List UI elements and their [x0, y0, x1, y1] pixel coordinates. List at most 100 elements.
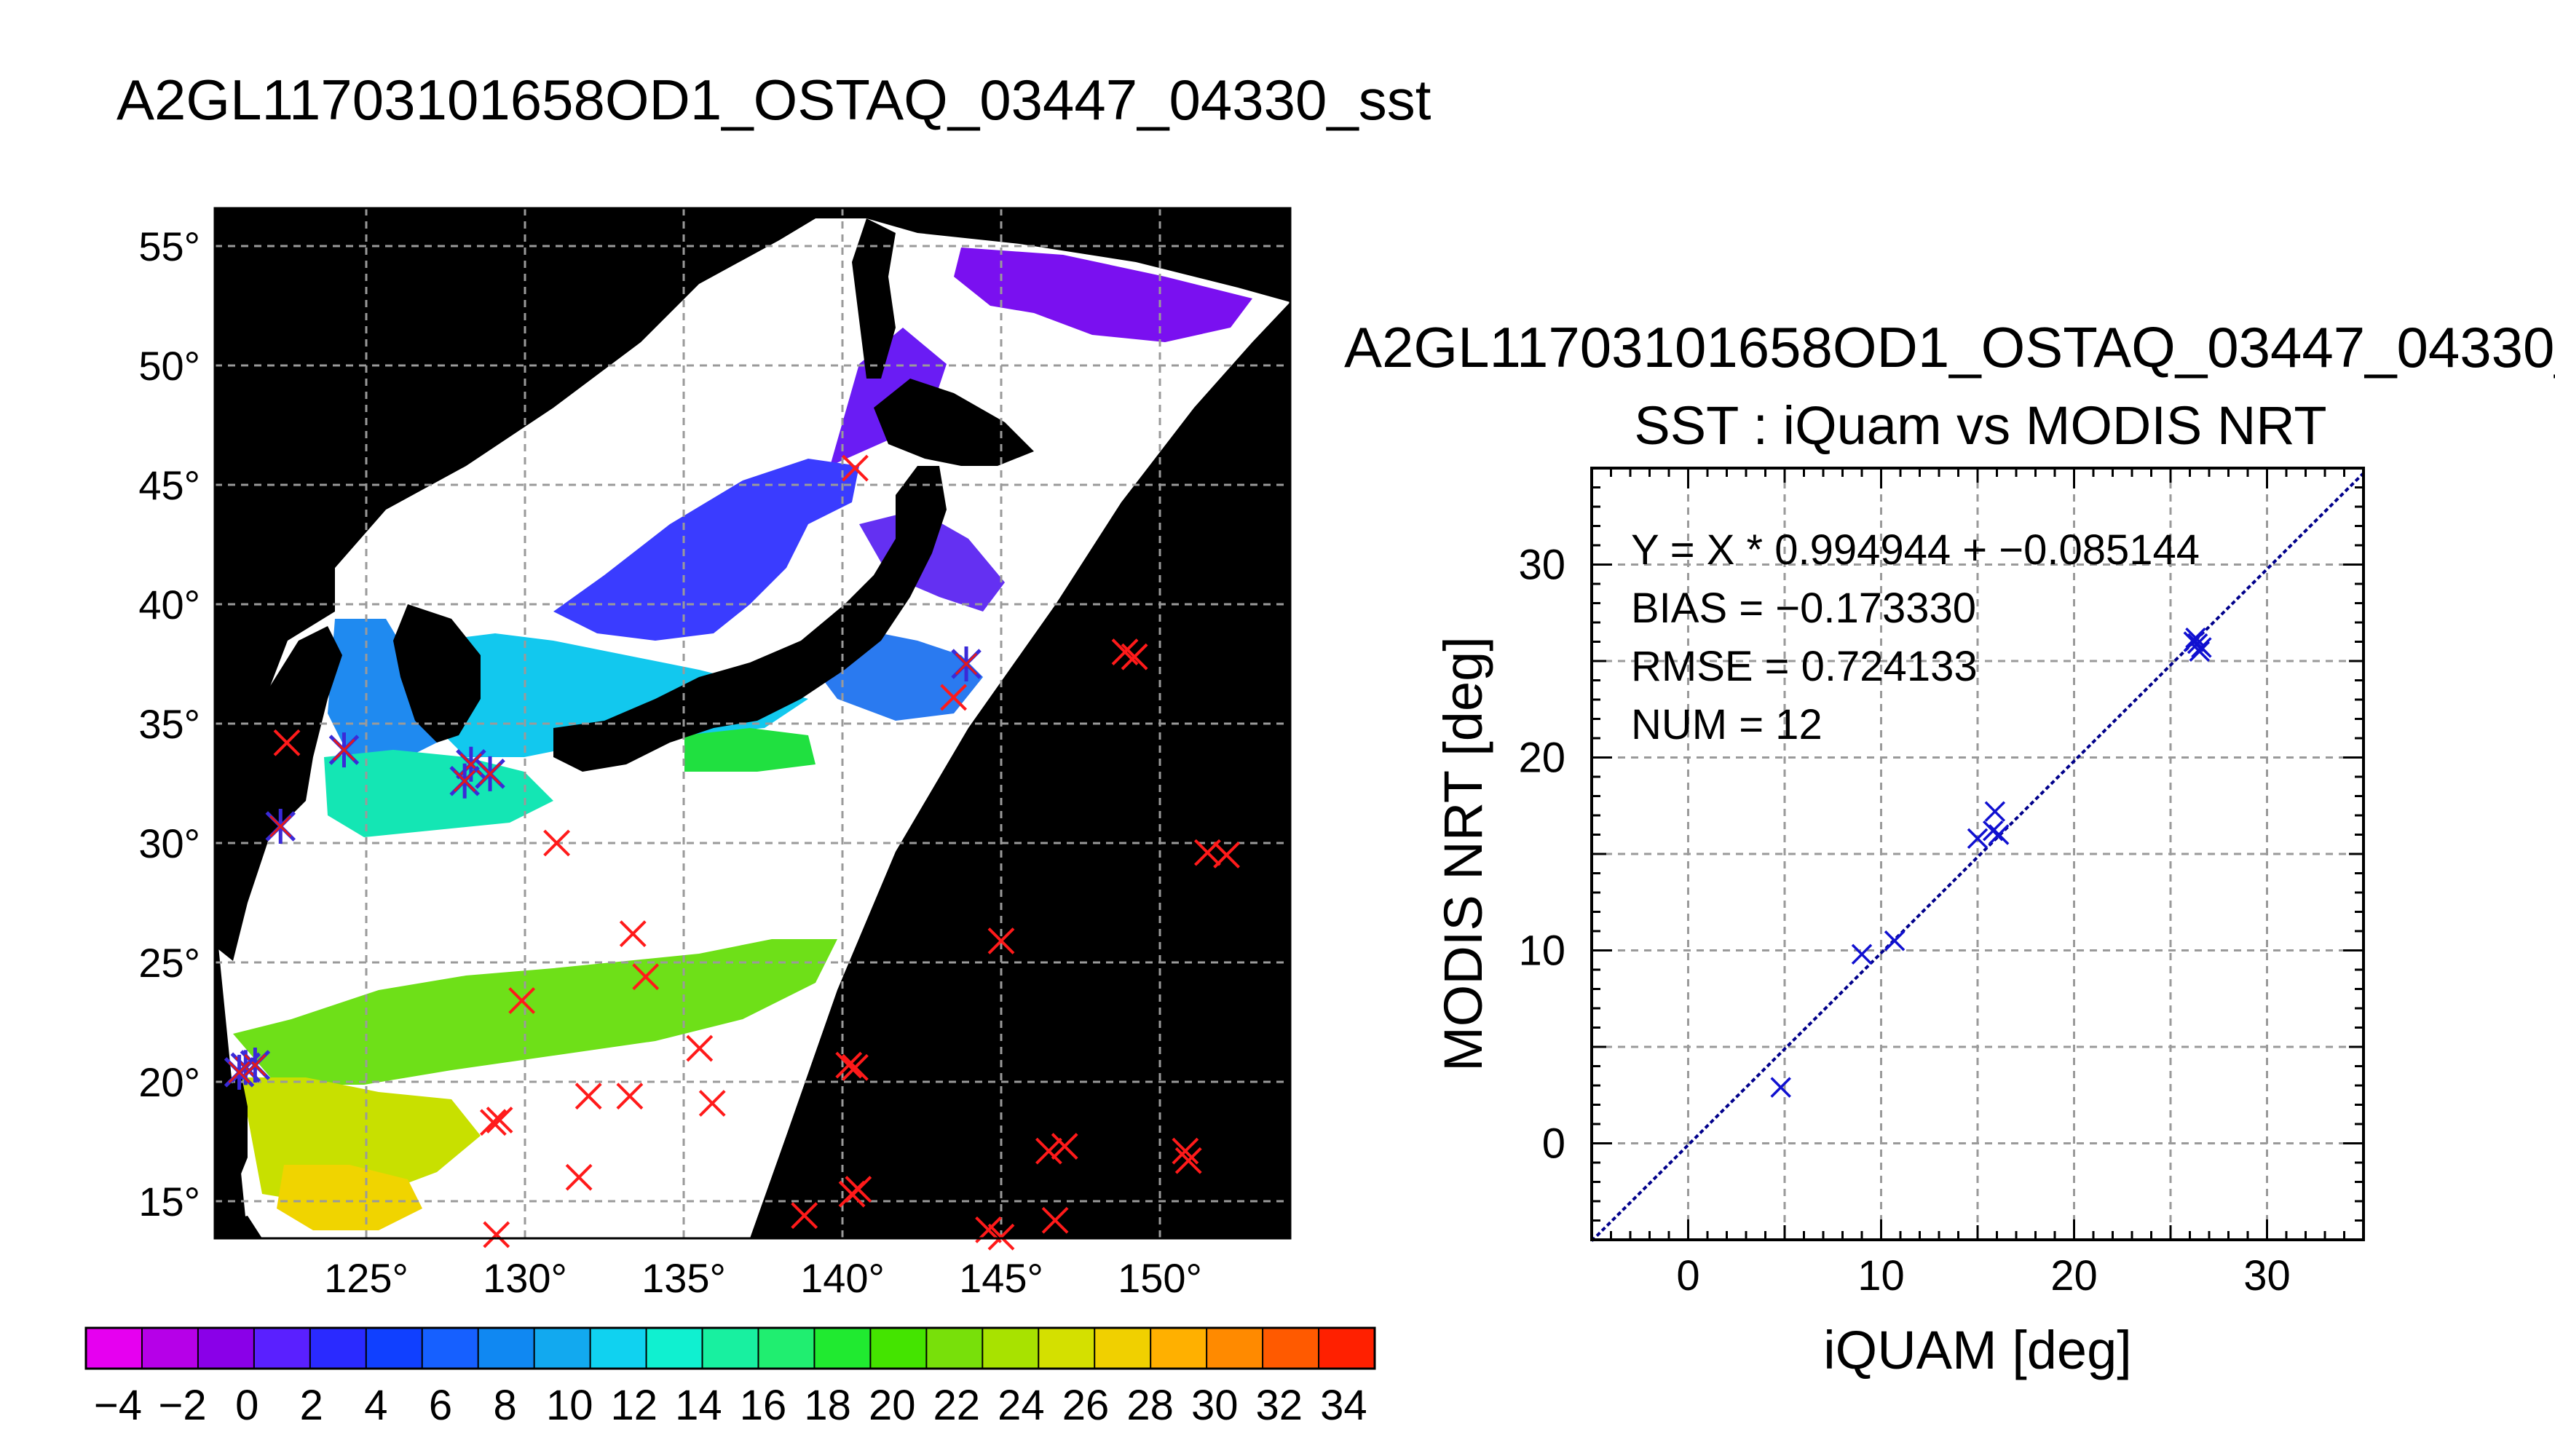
off-swath-east [750, 302, 1290, 1238]
colorbar-tick-label: 6 [429, 1382, 452, 1429]
lat-tick-label: 55° [138, 223, 200, 269]
iquam-match-marker [265, 809, 296, 844]
colorbar-swatch [589, 1327, 648, 1369]
iquam-marker-icon [845, 1176, 872, 1203]
colorbar-swatch [869, 1327, 928, 1369]
colorbar-swatch [757, 1327, 816, 1369]
map-title: A2GL11703101658OD1_OSTAQ_03447_04330_sst [117, 68, 1431, 132]
scatter-points [1770, 627, 2212, 1098]
iquam-marker-icon [1111, 638, 1139, 666]
iquam-marker-icon [842, 454, 869, 482]
colorbar-swatch [253, 1327, 312, 1369]
scatter-point-icon [1967, 828, 1989, 850]
scatter-point-icon [1884, 930, 1906, 951]
scatter-y-tick-label: 20 [1518, 735, 1565, 782]
colorbar-tick-label: −4 [94, 1382, 142, 1429]
iquam-marker-icon [1174, 1147, 1202, 1174]
fit-equation: Y = X * 0.994944 + −0.085144 [1631, 526, 2200, 574]
colorbar-tick-label: 16 [740, 1382, 787, 1429]
colorbar-tick-label: 10 [546, 1382, 593, 1429]
colorbar-swatch [197, 1327, 256, 1369]
colorbar-tick-label: 22 [933, 1382, 981, 1429]
land-japan-hokkaido [874, 379, 1034, 466]
scatter-point-icon [2185, 627, 2206, 649]
sst-field-teal-band [324, 750, 553, 837]
scatter-point-icon [2189, 641, 2210, 662]
colorbar-swatch [1318, 1327, 1376, 1369]
iquam-marker-icon [616, 1083, 644, 1110]
scatter-stats: Y = X * 0.994944 + −0.085144 BIAS = −0.1… [1631, 526, 2200, 748]
iquam-marker-icon [543, 829, 571, 857]
iquam-marker-icon [632, 963, 660, 991]
scatter-y-axis-label: MODIS NRT [deg] [1433, 636, 1493, 1072]
num-value: NUM = 12 [1631, 701, 1823, 748]
match-cross-red-icon [478, 762, 502, 785]
colorbar-swatch [421, 1327, 480, 1369]
scatter-x-tick-label: 0 [1676, 1252, 1699, 1299]
sst-colorbar: −4 −2 0 2 4 6 8 10 12 14 16 18 20 22 24 26 28 30 32 34 [84, 1326, 1376, 1429]
lat-tick-label: 40° [138, 582, 200, 628]
iquam-match-marker [449, 763, 480, 799]
sst-field-green-east [684, 728, 816, 772]
iquam-marker-icon [698, 1090, 726, 1117]
lat-tick-label: 30° [138, 820, 200, 866]
map-frame [213, 207, 1292, 1240]
colorbar-swatches [85, 1327, 1376, 1369]
match-cross-red-icon [333, 739, 355, 761]
sst-map-panel: 15° 20° 25° 30° 35° 40° 45° 50° 55° 125° 130° 135°… [84, 207, 1376, 1429]
iquam-marker-icon [842, 1053, 869, 1081]
lat-tick-label: 20° [138, 1059, 200, 1105]
scatter-point-icon [2183, 631, 2205, 652]
iquam-marker-icon [686, 1034, 714, 1062]
colorbar-swatch [645, 1327, 704, 1369]
iquam-marker-icon [1172, 1137, 1199, 1165]
land-korea [393, 604, 481, 743]
colorbar-tick-label: 0 [235, 1382, 258, 1429]
colorbar-tick-label: 12 [611, 1382, 658, 1429]
sst-field-gold-south [277, 1165, 422, 1230]
iquam-marker-icon [987, 1223, 1015, 1251]
colorbar-tick-label: 30 [1191, 1382, 1239, 1429]
latitude-tick-labels: 15° 20° 25° 30° 35° 40° 45° 50° 55° [138, 223, 200, 1224]
iquam-marker-icon [1035, 1137, 1062, 1165]
scatter-x-axis-label: iQUAM [deg] [1823, 1320, 2132, 1380]
iquam-marker-icon [483, 1221, 510, 1249]
scatter-gridlines [1592, 468, 2364, 1240]
sst-field-lime-south [233, 939, 837, 1085]
scatter-point-icon [2191, 637, 2212, 658]
colorbar-tick-label: 34 [1320, 1382, 1367, 1429]
lat-tick-label: 45° [138, 462, 200, 508]
iquam-match-marker [224, 1054, 255, 1090]
iquam-marker-icon [486, 1107, 513, 1133]
iquam-marker-icon [619, 920, 647, 948]
iquam-marker-icon [791, 1202, 818, 1230]
scatter-y-tick-labels: 0 10 20 30 [1518, 542, 1565, 1168]
map-gridlines [215, 208, 1290, 1238]
scatter-y-tick-label: 10 [1518, 927, 1565, 975]
colorbar-swatch [925, 1327, 984, 1369]
colorbar-swatch [533, 1327, 592, 1369]
lon-tick-label: 135° [641, 1255, 726, 1301]
iquam-marker-icon [1051, 1133, 1078, 1160]
scatter-point-icon [1988, 824, 2010, 845]
colorbar-swatch [1038, 1327, 1096, 1369]
sst-swath-map: 15° 20° 25° 30° 35° 40° 45° 50° 55° 125° 130° 135°… [138, 207, 1292, 1301]
lon-tick-label: 130° [483, 1255, 567, 1301]
scatter-x-tick-labels: 0 10 20 30 [1676, 1252, 2290, 1299]
match-cross-red-icon [228, 1061, 250, 1083]
iquam-marker-icon [565, 1163, 593, 1191]
sst-field-purple [954, 248, 1252, 342]
colorbar-tick-label: 14 [675, 1382, 722, 1429]
colorbar-swatch [477, 1327, 536, 1369]
iquam-marker-icon [940, 684, 968, 711]
match-cross-red-icon [269, 815, 292, 838]
colorbar-swatch [1262, 1327, 1320, 1369]
colorbar-tick-label: 32 [1256, 1382, 1303, 1429]
scatter-point-icon [1770, 1077, 1791, 1098]
scatter-point-icon [2187, 633, 2208, 654]
match-cross-red-icon [244, 1053, 266, 1077]
iquam-marker-icon [479, 1109, 507, 1136]
colorbar-swatch [701, 1327, 759, 1369]
scatter-point-icon [1982, 820, 2004, 842]
iquam-match-marker [475, 756, 505, 791]
